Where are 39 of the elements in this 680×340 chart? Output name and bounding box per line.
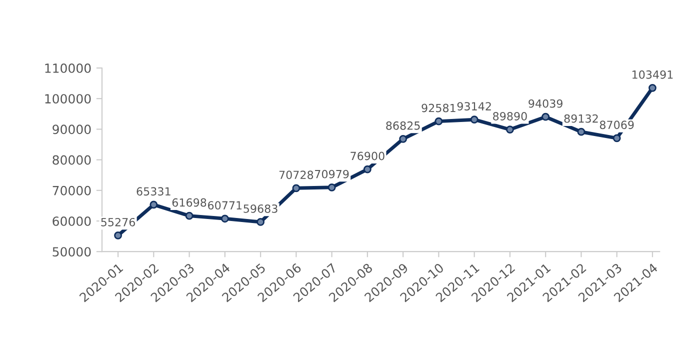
data-label: 61698 — [172, 198, 206, 207]
point — [328, 183, 336, 192]
data-label: 60771 — [208, 201, 242, 210]
data-label: 93142 — [457, 102, 491, 110]
point — [434, 117, 443, 126]
data-label: 70728 — [279, 170, 314, 180]
y-tick-label: 110000 — [45, 63, 91, 73]
data-label: 87069 — [600, 120, 634, 130]
y-tick-label: 50000 — [52, 247, 91, 257]
point — [612, 134, 621, 142]
point — [256, 218, 265, 226]
point — [648, 84, 656, 92]
point — [399, 134, 408, 143]
point — [577, 128, 586, 136]
point — [185, 212, 194, 220]
data-label: 70979 — [315, 170, 349, 178]
point — [220, 214, 229, 223]
point — [506, 126, 514, 134]
y-tick-label: 70000 — [52, 186, 91, 196]
point — [470, 116, 478, 124]
data-label: 92581 — [422, 104, 456, 112]
point — [114, 232, 122, 240]
point — [363, 165, 372, 174]
y-tick-label: 100000 — [45, 94, 91, 104]
data-label: 89890 — [493, 112, 527, 120]
data-label: 59683 — [244, 204, 278, 213]
data-label: 65331 — [136, 187, 170, 196]
y-tick-label: 90000 — [52, 124, 91, 134]
point — [542, 112, 550, 121]
data-label: 94039 — [528, 99, 562, 108]
point — [150, 200, 158, 209]
data-label: 89132 — [564, 114, 598, 123]
data-label: 76900 — [350, 152, 384, 160]
data-label: 55276 — [101, 218, 136, 226]
y-tick-label: 80000 — [52, 155, 91, 165]
data-label: 86825 — [386, 121, 420, 130]
data-label: 103491 — [632, 70, 673, 79]
y-tick-label: 60000 — [52, 216, 91, 226]
point — [292, 184, 300, 192]
